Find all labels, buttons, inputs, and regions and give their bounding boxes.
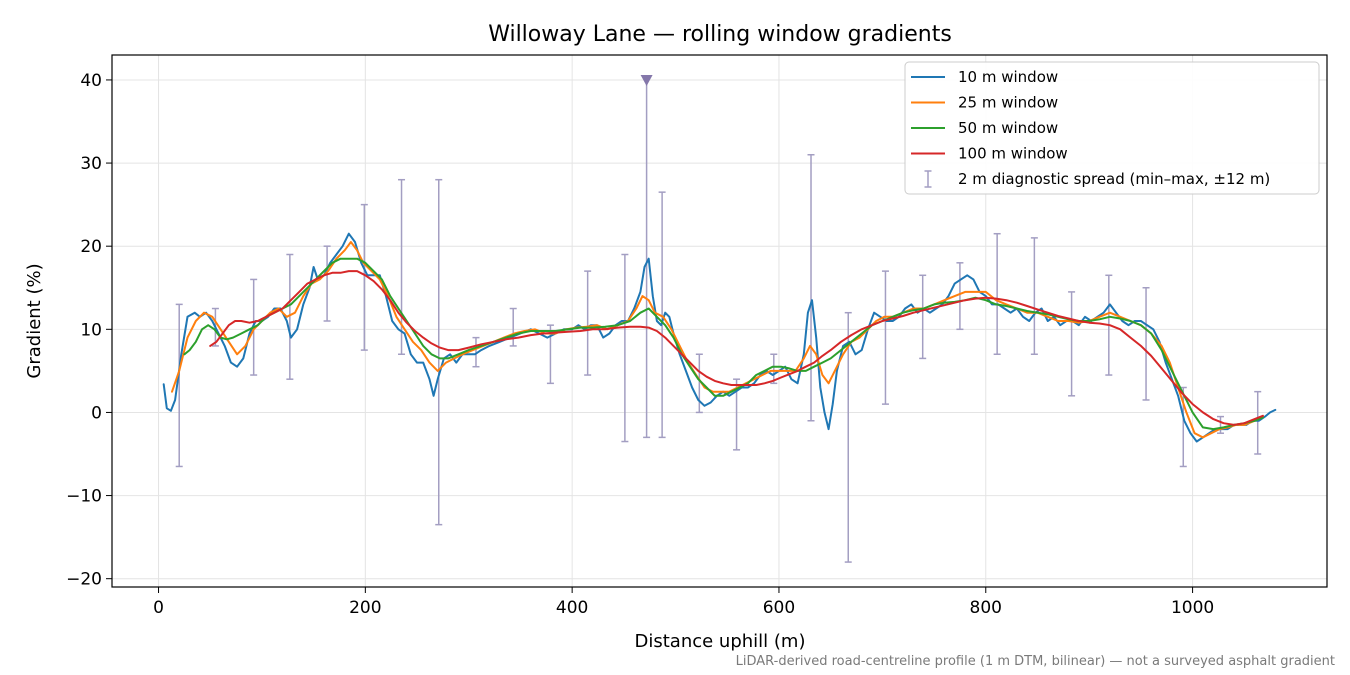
spread-bar [286, 253, 294, 380]
y-axis-label: Gradient (%) [24, 263, 45, 378]
spread-bar [1254, 390, 1262, 455]
y-tick-label: 40 [80, 71, 102, 91]
legend-entry: 10 m window [911, 68, 1058, 86]
series-lines [162, 232, 1277, 443]
spread-bar [360, 203, 368, 351]
x-axis-label: Distance uphill (m) [635, 631, 806, 652]
spread-bar [658, 191, 666, 439]
spread-bar [546, 324, 554, 385]
spread-bar [323, 245, 331, 322]
spread-bar [1142, 287, 1150, 401]
legend-entry: 50 m window [911, 119, 1058, 137]
spread-bar [695, 353, 703, 414]
spread-bar [621, 253, 629, 443]
spread-bar [584, 270, 592, 376]
spread-bar [472, 336, 480, 368]
x-axis-ticks: 0 200 400 600 800 1000 [153, 587, 1214, 618]
plot-frame [111, 54, 1328, 588]
x-tick-label: 600 [763, 598, 795, 618]
legend-entry: 100 m window [911, 145, 1068, 163]
legend-label: 10 m window [958, 68, 1058, 86]
clipped-value-marker [640, 74, 653, 86]
spread-bar [844, 311, 852, 563]
clipped-markers [640, 74, 653, 86]
legend-frame [904, 61, 1320, 195]
spread-bar [435, 178, 443, 526]
series-line-25-m-window [171, 241, 1264, 439]
legend-label: 2 m diagnostic spread (min–max, ±12 m) [958, 170, 1270, 188]
x-tick-label: 200 [349, 598, 381, 618]
x-tick-label: 1000 [1171, 598, 1214, 618]
spread-bar [956, 262, 964, 331]
legend-label: 50 m window [958, 119, 1058, 137]
spread-bar [175, 303, 183, 468]
spread-bar [1216, 415, 1224, 434]
chart-title: Willoway Lane — rolling window gradients [488, 22, 952, 47]
legend-label: 25 m window [958, 94, 1058, 112]
legend: 10 m window 25 m window 50 m window 100 m w… [904, 61, 1320, 195]
y-tick-label: −10 [66, 487, 102, 507]
legend-entry: 2 m diagnostic spread (min–max, ±12 m) [924, 170, 1270, 188]
y-tick-label: 20 [80, 237, 102, 257]
y-tick-label: −20 [66, 570, 102, 590]
y-tick-label: 10 [80, 320, 102, 340]
spread-bar [1068, 291, 1076, 397]
spread-bar [807, 154, 815, 422]
legend-label: 100 m window [958, 145, 1068, 163]
x-tick-label: 400 [556, 598, 588, 618]
spread-bar [1030, 237, 1038, 355]
diagnostic-spread-error-bars [175, 79, 1262, 563]
spread-bar [770, 353, 778, 385]
spread-bar [993, 232, 1001, 355]
footnote: LiDAR-derived road-centreline profile (1… [736, 654, 1335, 669]
series-line-100-m-window [209, 270, 1264, 426]
y-tick-label: 30 [80, 154, 102, 174]
y-tick-label: 0 [91, 403, 102, 423]
spread-bar [509, 307, 517, 347]
x-tick-label: 0 [153, 598, 164, 618]
spread-bar [919, 274, 927, 360]
x-tick-label: 800 [970, 598, 1002, 618]
legend-entry: 25 m window [911, 94, 1058, 112]
grid-lines [112, 55, 1327, 587]
y-axis-ticks: −20 −10 0 10 20 30 40 [66, 71, 112, 590]
spread-bar [881, 270, 889, 405]
